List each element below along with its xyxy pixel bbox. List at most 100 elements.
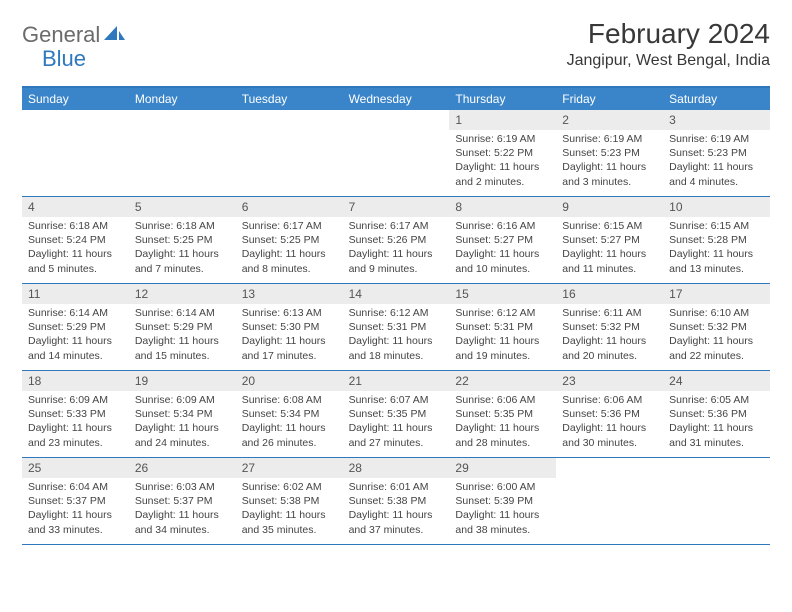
sunrise-text: Sunrise: 6:12 AM [349, 306, 444, 320]
sunrise-text: Sunrise: 6:03 AM [135, 480, 230, 494]
date-number: 24 [663, 371, 770, 391]
daylight-text: Daylight: 11 hours and 31 minutes. [669, 421, 764, 449]
sunrise-text: Sunrise: 6:17 AM [349, 219, 444, 233]
daylight-text: Daylight: 11 hours and 33 minutes. [28, 508, 123, 536]
date-number: 25 [22, 458, 129, 478]
day-cell: 12Sunrise: 6:14 AMSunset: 5:29 PMDayligh… [129, 284, 236, 370]
day-details: Sunrise: 6:14 AMSunset: 5:29 PMDaylight:… [22, 304, 129, 367]
date-number: 27 [236, 458, 343, 478]
sunrise-text: Sunrise: 6:19 AM [562, 132, 657, 146]
day-cell: 26Sunrise: 6:03 AMSunset: 5:37 PMDayligh… [129, 458, 236, 544]
date-number: 29 [449, 458, 556, 478]
sunrise-text: Sunrise: 6:14 AM [135, 306, 230, 320]
day-header: Saturday [663, 88, 770, 110]
sunrise-text: Sunrise: 6:18 AM [135, 219, 230, 233]
day-details: Sunrise: 6:19 AMSunset: 5:23 PMDaylight:… [556, 130, 663, 193]
daylight-text: Daylight: 11 hours and 13 minutes. [669, 247, 764, 275]
sunrise-text: Sunrise: 6:12 AM [455, 306, 550, 320]
daylight-text: Daylight: 11 hours and 11 minutes. [562, 247, 657, 275]
day-cell: 19Sunrise: 6:09 AMSunset: 5:34 PMDayligh… [129, 371, 236, 457]
sunset-text: Sunset: 5:23 PM [669, 146, 764, 160]
day-details: Sunrise: 6:11 AMSunset: 5:32 PMDaylight:… [556, 304, 663, 367]
sunset-text: Sunset: 5:25 PM [242, 233, 337, 247]
day-cell: 23Sunrise: 6:06 AMSunset: 5:36 PMDayligh… [556, 371, 663, 457]
day-cell: 28Sunrise: 6:01 AMSunset: 5:38 PMDayligh… [343, 458, 450, 544]
date-number: 3 [663, 110, 770, 130]
sunrise-text: Sunrise: 6:09 AM [28, 393, 123, 407]
date-number: 14 [343, 284, 450, 304]
day-details: Sunrise: 6:03 AMSunset: 5:37 PMDaylight:… [129, 478, 236, 541]
date-number: 22 [449, 371, 556, 391]
daylight-text: Daylight: 11 hours and 26 minutes. [242, 421, 337, 449]
sunset-text: Sunset: 5:27 PM [562, 233, 657, 247]
date-number: 2 [556, 110, 663, 130]
sunrise-text: Sunrise: 6:13 AM [242, 306, 337, 320]
daylight-text: Daylight: 11 hours and 8 minutes. [242, 247, 337, 275]
date-number: 16 [556, 284, 663, 304]
day-cell [663, 458, 770, 544]
date-number: 28 [343, 458, 450, 478]
date-number: 26 [129, 458, 236, 478]
day-details: Sunrise: 6:06 AMSunset: 5:35 PMDaylight:… [449, 391, 556, 454]
sunrise-text: Sunrise: 6:16 AM [455, 219, 550, 233]
sunset-text: Sunset: 5:25 PM [135, 233, 230, 247]
daylight-text: Daylight: 11 hours and 15 minutes. [135, 334, 230, 362]
sunset-text: Sunset: 5:28 PM [669, 233, 764, 247]
sunset-text: Sunset: 5:22 PM [455, 146, 550, 160]
day-header: Tuesday [236, 88, 343, 110]
daylight-text: Daylight: 11 hours and 10 minutes. [455, 247, 550, 275]
sunset-text: Sunset: 5:34 PM [242, 407, 337, 421]
daylight-text: Daylight: 11 hours and 27 minutes. [349, 421, 444, 449]
daylight-text: Daylight: 11 hours and 9 minutes. [349, 247, 444, 275]
sunset-text: Sunset: 5:26 PM [349, 233, 444, 247]
daylight-text: Daylight: 11 hours and 34 minutes. [135, 508, 230, 536]
daylight-text: Daylight: 11 hours and 3 minutes. [562, 160, 657, 188]
daylight-text: Daylight: 11 hours and 17 minutes. [242, 334, 337, 362]
day-details: Sunrise: 6:12 AMSunset: 5:31 PMDaylight:… [449, 304, 556, 367]
day-cell: 4Sunrise: 6:18 AMSunset: 5:24 PMDaylight… [22, 197, 129, 283]
logo-text-general: General [22, 22, 100, 48]
sunset-text: Sunset: 5:38 PM [242, 494, 337, 508]
sunset-text: Sunset: 5:38 PM [349, 494, 444, 508]
date-number: 4 [22, 197, 129, 217]
daylight-text: Daylight: 11 hours and 22 minutes. [669, 334, 764, 362]
day-cell: 7 Sunrise: 6:17 AMSunset: 5:26 PMDaylight… [343, 197, 450, 283]
day-details: Sunrise: 6:19 AMSunset: 5:23 PMDaylight:… [663, 130, 770, 193]
daylight-text: Daylight: 11 hours and 4 minutes. [669, 160, 764, 188]
date-number: 7 [343, 197, 450, 217]
day-details: Sunrise: 6:13 AMSunset: 5:30 PMDaylight:… [236, 304, 343, 367]
sunrise-text: Sunrise: 6:05 AM [669, 393, 764, 407]
sunrise-text: Sunrise: 6:06 AM [562, 393, 657, 407]
date-number: 15 [449, 284, 556, 304]
day-cell [343, 110, 450, 196]
sunset-text: Sunset: 5:31 PM [455, 320, 550, 334]
sunset-text: Sunset: 5:34 PM [135, 407, 230, 421]
daylight-text: Daylight: 11 hours and 7 minutes. [135, 247, 230, 275]
daylight-text: Daylight: 11 hours and 38 minutes. [455, 508, 550, 536]
day-details: Sunrise: 6:01 AMSunset: 5:38 PMDaylight:… [343, 478, 450, 541]
day-cell: 13Sunrise: 6:13 AMSunset: 5:30 PMDayligh… [236, 284, 343, 370]
date-number: 1 [449, 110, 556, 130]
day-details: Sunrise: 6:09 AMSunset: 5:34 PMDaylight:… [129, 391, 236, 454]
date-number: 8 [449, 197, 556, 217]
sunset-text: Sunset: 5:30 PM [242, 320, 337, 334]
day-cell [556, 458, 663, 544]
date-number: 6 [236, 197, 343, 217]
day-details: Sunrise: 6:17 AMSunset: 5:25 PMDaylight:… [236, 217, 343, 280]
day-details: Sunrise: 6:09 AMSunset: 5:33 PMDaylight:… [22, 391, 129, 454]
day-details: Sunrise: 6:18 AMSunset: 5:24 PMDaylight:… [22, 217, 129, 280]
day-cell: 27Sunrise: 6:02 AMSunset: 5:38 PMDayligh… [236, 458, 343, 544]
day-cell: 10Sunrise: 6:15 AMSunset: 5:28 PMDayligh… [663, 197, 770, 283]
sunset-text: Sunset: 5:36 PM [669, 407, 764, 421]
date-number: 23 [556, 371, 663, 391]
sunrise-text: Sunrise: 6:19 AM [669, 132, 764, 146]
day-details: Sunrise: 6:06 AMSunset: 5:36 PMDaylight:… [556, 391, 663, 454]
logo: General [22, 18, 128, 48]
sunrise-text: Sunrise: 6:17 AM [242, 219, 337, 233]
sunrise-text: Sunrise: 6:07 AM [349, 393, 444, 407]
day-cell: 5Sunrise: 6:18 AMSunset: 5:25 PMDaylight… [129, 197, 236, 283]
sunset-text: Sunset: 5:24 PM [28, 233, 123, 247]
day-details: Sunrise: 6:16 AMSunset: 5:27 PMDaylight:… [449, 217, 556, 280]
daylight-text: Daylight: 11 hours and 35 minutes. [242, 508, 337, 536]
day-cell [236, 110, 343, 196]
